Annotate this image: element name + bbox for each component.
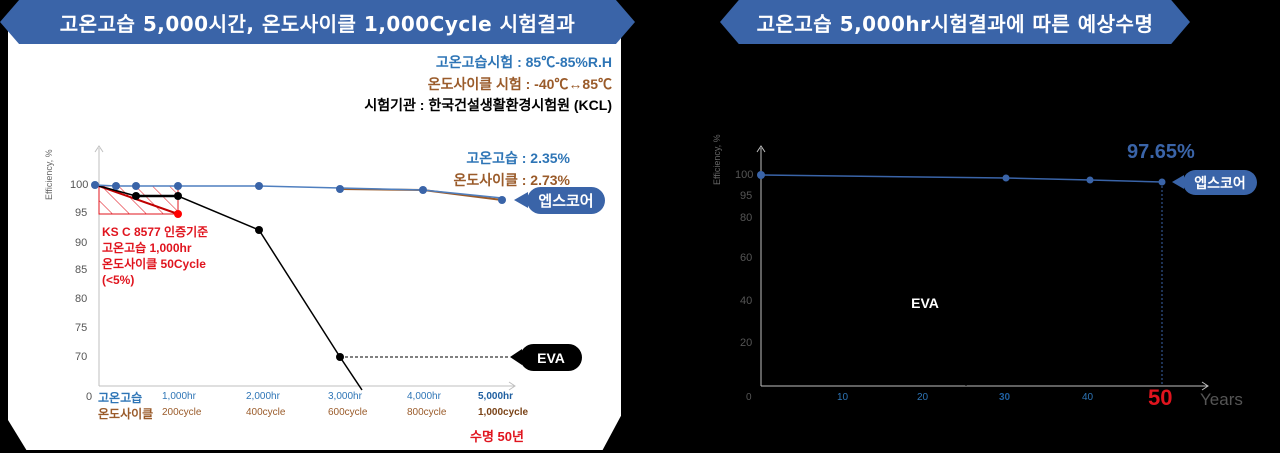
- x-tick-cycle: 1,000cycle: [478, 407, 529, 418]
- x-tick-hr: 5,000hr: [478, 391, 514, 402]
- left-ytick: 70: [75, 351, 88, 363]
- x-tick-cycle: 800cycle: [407, 407, 447, 418]
- left-ytick: 100: [70, 179, 89, 191]
- ks-note-line: (<5%): [102, 273, 135, 287]
- right-chart-title: 고온고습 5,000hr시험결과에 따른 예상수명: [720, 0, 1190, 44]
- humidity-row-label: 고온고습: [98, 391, 143, 405]
- x-tick-hr: 1,000hr: [162, 391, 196, 402]
- x-tick-cycle: 200cycle: [162, 407, 202, 418]
- x-tick-cycle: 400cycle: [246, 407, 286, 418]
- eva-callout-right: EVA: [895, 290, 955, 316]
- left-ytick: 80: [75, 293, 88, 305]
- left-chart-panel: [8, 22, 621, 450]
- left-ytick: 90: [75, 237, 88, 249]
- x-tick-hr: 3,000hr: [328, 391, 362, 402]
- eva-callout-left: EVA: [520, 344, 582, 371]
- cycle-row-label: 온도사이클: [98, 407, 154, 421]
- right-ytick: 80: [740, 212, 753, 224]
- right-ytick: 20: [740, 337, 753, 349]
- product-callout-right: 엡스코어: [1183, 170, 1257, 195]
- right-xtick: 30: [999, 392, 1011, 403]
- right-ytick: 60: [740, 252, 753, 264]
- x-tick-hr: 2,000hr: [246, 391, 280, 402]
- cycle-result: 온도사이클 : 2.73%: [453, 172, 570, 188]
- x-tick-cycle: 600cycle: [328, 407, 368, 418]
- ks-note-line: 온도사이클 50Cycle: [102, 257, 206, 271]
- lifespan-label: 수명 50년: [470, 429, 524, 444]
- right-ytick: 40: [740, 295, 753, 307]
- left-chart-title: 고온고습 5,000시간, 온도사이클 1,000Cycle 시험결과: [0, 0, 635, 44]
- left-ytick: 75: [75, 322, 88, 334]
- right-y-axis-label: Efficiency, %: [712, 134, 722, 185]
- right-xtick: 40: [1082, 392, 1094, 403]
- left-ytick: 85: [75, 264, 88, 276]
- right-ytick: 95: [740, 190, 753, 202]
- ks-note-line: KS C 8577 인증기준: [102, 225, 209, 239]
- ks-standard-note: KS C 8577 인증기준 고온고습 1,000hr 온도사이클 50Cycl…: [102, 224, 208, 288]
- x-tick-hr: 4,000hr: [407, 391, 441, 402]
- right-xtick: 10: [837, 392, 849, 403]
- test-lab: 시험기관 : 한국건설생활환경시험원 (KCL): [364, 97, 612, 113]
- left-y-axis-label: Efficiency, %: [44, 149, 54, 200]
- right-xtick: 0: [746, 392, 752, 403]
- cycle-test-condition: 온도사이클 시험 : -40℃↔85℃: [427, 76, 612, 92]
- x-axis-unit: Years: [1200, 390, 1243, 409]
- product-callout-left: 엡스코어: [527, 187, 605, 214]
- product-value-label: 97.65%: [1127, 141, 1195, 163]
- humidity-test-condition: 고온고습시험 : 85℃-85%R.H: [435, 54, 612, 70]
- right-xtick: 25: [960, 392, 972, 403]
- left-x-zero: 0: [86, 391, 93, 403]
- left-ytick: 95: [75, 207, 88, 219]
- right-xtick: 20: [917, 392, 929, 403]
- eva-value-label: 80%: [936, 223, 955, 233]
- ks-note-line: 고온고습 1,000hr: [102, 241, 192, 255]
- right-ytick: 100: [735, 169, 754, 181]
- right-xtick-50: 50: [1148, 385, 1173, 410]
- humidity-result: 고온고습 : 2.35%: [466, 150, 570, 166]
